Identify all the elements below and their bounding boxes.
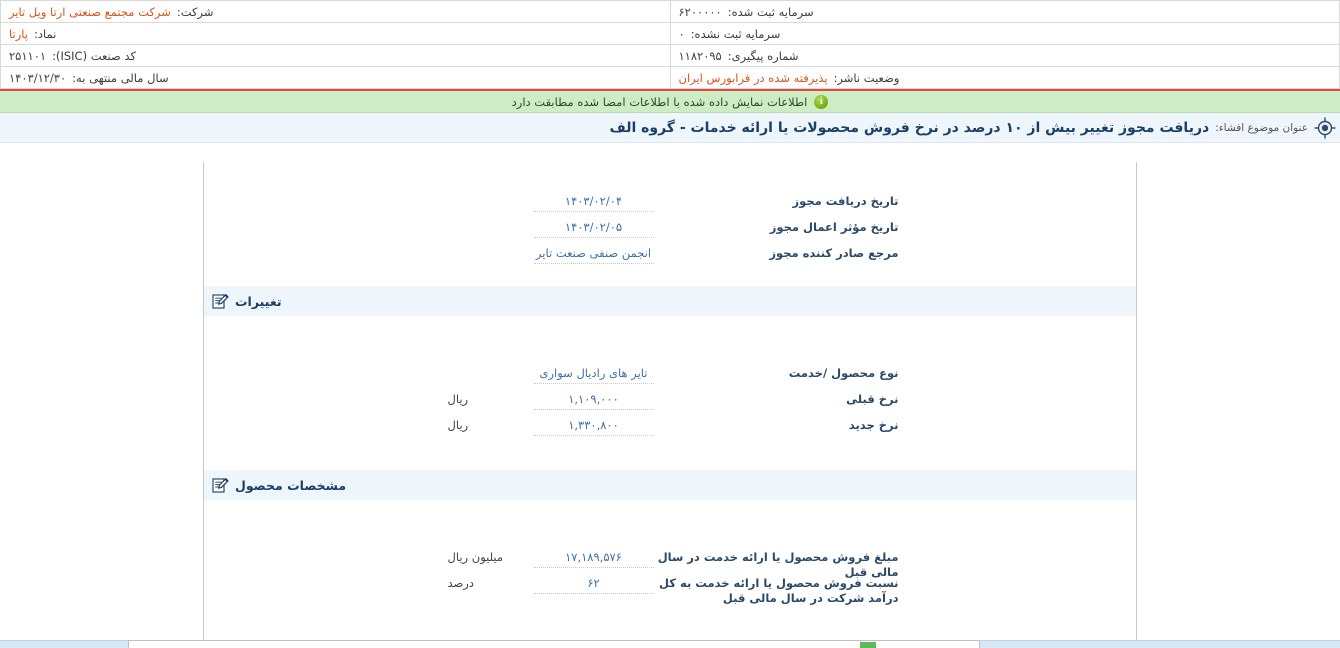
section-title-changes: تغییرات	[235, 293, 282, 309]
permit-issuer-value: انجمن صنفی صنعت تایر	[533, 242, 654, 264]
sales-ratio-unit: درصد	[447, 576, 474, 590]
permit-receipt-date-label: تاریخ دریافت مجوز	[792, 194, 899, 208]
section-header-changes: تغییرات	[204, 286, 1136, 316]
disclosure-title-bar: عنوان موضوع افشاء: دریافت مجوز تغییر بیش…	[0, 113, 1340, 143]
company-info-table: سرمایه ثبت شده: ۶۲۰۰۰۰۰ شرکت: شرکت مجتمع ص…	[0, 0, 1340, 89]
previous-rate-row: نرخ قبلی ۱,۱۰۹,۰۰۰ ریال	[204, 388, 1136, 414]
spacer	[204, 610, 1136, 640]
previous-rate-unit: ریال	[447, 392, 469, 406]
section-header-changes-inner: تغییرات	[204, 293, 282, 310]
spacer	[204, 268, 1136, 286]
table-row: سرمایه ثبت نشده: ۰ نماد: پارتا	[0, 22, 1340, 45]
permit-receipt-date-value: ۱۴۰۳/۰۲/۰۴	[533, 190, 654, 212]
table-row: وضعیت ناشر:پذیرفته شده در فرابورس ایران …	[0, 66, 1340, 89]
isic-code-label: کد صنعت (ISIC):	[52, 48, 136, 63]
publisher-status-label: وضعیت ناشر:	[833, 70, 900, 85]
bottom-window-tab[interactable]	[128, 640, 980, 648]
symbol-cell: نماد: پارتا	[0, 22, 671, 45]
previous-rate-value: ۱,۱۰۹,۰۰۰	[533, 388, 654, 410]
permit-effective-date-label: تاریخ مؤثر اعمال مجوز	[769, 220, 899, 234]
new-rate-label: نرخ جدید	[848, 418, 899, 432]
section-header-product-inner: مشخصات محصول	[204, 477, 346, 494]
previous-rate-label: نرخ قبلی	[846, 392, 899, 406]
prior-year-sales-unit: میلیون ریال	[447, 550, 504, 564]
changes-rows: نوع محصول /خدمت تایر های رادیال سواری نر…	[204, 362, 1136, 440]
sales-ratio-value: ۶۲	[533, 572, 654, 594]
table-row: سرمایه ثبت شده: ۶۲۰۰۰۰۰ شرکت: شرکت مجتمع ص…	[0, 0, 1340, 23]
permit-issuer-label: مرجع صادر کننده مجوز	[769, 246, 899, 260]
frame-right-padding	[1137, 162, 1340, 640]
table-row: شماره پیگیری: ۱۱۸۲۰۹۵ کد صنعت (ISIC): ۲۵۱۱…	[0, 44, 1340, 67]
bottom-status-indicator	[860, 642, 876, 648]
permit-effective-date-unit	[442, 216, 534, 220]
permit-effective-date-row: تاریخ مؤثر اعمال مجوز ۱۴۰۳/۰۲/۰۵	[204, 216, 1136, 242]
tracking-number-value: ۱۱۸۲۰۹۵	[678, 48, 722, 63]
fiscal-year-cell: سال مالی منتهی به: ۱۴۰۳/۱۲/۳۰	[0, 66, 671, 89]
capital-unregistered-value: ۰	[678, 26, 685, 41]
isic-code-value: ۲۵۱۱۰۱	[9, 48, 47, 63]
company-value: شرکت مجتمع صنعتی ارتا ویل تایر	[9, 4, 171, 19]
product-type-label: نوع محصول /خدمت	[788, 366, 899, 380]
tracking-number-cell: شماره پیگیری: ۱۱۸۲۰۹۵	[669, 44, 1340, 67]
sales-ratio-label: نسبت فروش محصول یا ارائه خدمت به کل درآم…	[659, 576, 899, 605]
frame-left-padding	[0, 162, 203, 640]
target-icon	[1314, 117, 1336, 139]
publisher-status-cell: وضعیت ناشر: پذیرفته شده در فرابورس ایران	[669, 66, 1340, 89]
page-title: دریافت مجوز تغییر بیش از ۱۰ درصد در نرخ …	[609, 119, 1210, 136]
company-label: شرکت:	[176, 4, 214, 19]
spacer	[204, 500, 1136, 546]
product-type-unit	[442, 362, 534, 366]
permit-rows: تاریخ دریافت مجوز ۱۴۰۳/۰۲/۰۴ تاریخ مؤثر …	[204, 162, 1136, 268]
new-rate-value: ۱,۳۳۰,۸۰۰	[533, 414, 654, 436]
spacer	[204, 316, 1136, 362]
prior-year-sales-row: مبلغ فروش محصول یا ارائه خدمت در سال مال…	[204, 546, 1136, 579]
product-rows: مبلغ فروش محصول یا ارائه خدمت در سال مال…	[204, 546, 1136, 610]
content-frame: تاریخ دریافت مجوز ۱۴۰۳/۰۲/۰۴ تاریخ مؤثر …	[0, 162, 1340, 648]
product-type-value: تایر های رادیال سواری	[533, 362, 654, 384]
section-header-product: مشخصات محصول	[204, 470, 1136, 500]
signature-verification-banner: i اطلاعات نمایش داده شده با اطلاعات امضا…	[0, 89, 1340, 113]
symbol-value: پارتا	[9, 26, 28, 41]
isic-code-cell: کد صنعت (ISIC): ۲۵۱۱۰۱	[0, 44, 671, 67]
capital-unregistered-label: سرمایه ثبت نشده:	[690, 26, 781, 41]
edit-icon	[212, 477, 229, 494]
fiscal-year-value: ۱۴۰۳/۱۲/۳۰	[9, 70, 67, 85]
permit-receipt-date-unit	[442, 190, 534, 194]
edit-icon	[212, 293, 229, 310]
new-rate-row: نرخ جدید ۱,۳۳۰,۸۰۰ ریال	[204, 414, 1136, 440]
capital-registered-value: ۶۲۰۰۰۰۰	[678, 4, 722, 19]
company-name-cell: شرکت: شرکت مجتمع صنعتی ارتا ویل تایر	[0, 0, 671, 23]
verification-text: اطلاعات نمایش داده شده با اطلاعات امضا ش…	[511, 94, 808, 109]
fiscal-year-label: سال مالی منتهی به:	[72, 70, 169, 85]
capital-registered-label: سرمایه ثبت شده:	[727, 4, 814, 19]
permit-issuer-row: مرجع صادر کننده مجوز انجمن صنفی صنعت تای…	[204, 242, 1136, 268]
prior-year-sales-label: مبلغ فروش محصول یا ارائه خدمت در سال مال…	[657, 550, 899, 579]
frame-body: تاریخ دریافت مجوز ۱۴۰۳/۰۲/۰۴ تاریخ مؤثر …	[203, 162, 1137, 648]
permit-issuer-unit	[442, 242, 534, 246]
sales-ratio-row: نسبت فروش محصول یا ارائه خدمت به کل درآم…	[204, 572, 1136, 610]
symbol-label: نماد:	[33, 26, 57, 41]
title-prefix: عنوان موضوع افشاء:	[1215, 121, 1308, 134]
tracking-number-label: شماره پیگیری:	[727, 48, 799, 63]
section-title-product: مشخصات محصول	[235, 477, 347, 493]
capital-unregistered-cell: سرمایه ثبت نشده: ۰	[669, 22, 1340, 45]
capital-registered-cell: سرمایه ثبت شده: ۶۲۰۰۰۰۰	[669, 0, 1340, 23]
new-rate-unit: ریال	[447, 418, 469, 432]
info-icon: i	[814, 94, 829, 109]
product-type-row: نوع محصول /خدمت تایر های رادیال سواری	[204, 362, 1136, 388]
prior-year-sales-value: ۱۷,۱۸۹,۵۷۶	[533, 546, 654, 568]
permit-receipt-date-row: تاریخ دریافت مجوز ۱۴۰۳/۰۲/۰۴	[204, 190, 1136, 216]
publisher-status-value: پذیرفته شده در فرابورس ایران	[678, 70, 828, 85]
spacer	[204, 440, 1136, 470]
permit-effective-date-value: ۱۴۰۳/۰۲/۰۵	[533, 216, 654, 238]
